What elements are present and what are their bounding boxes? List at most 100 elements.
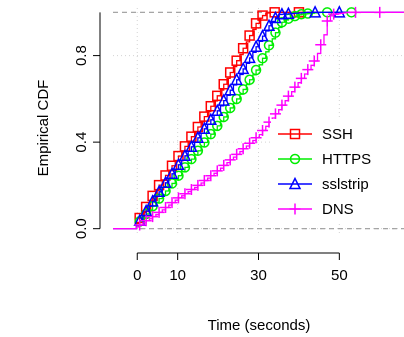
plus-marker: [308, 55, 320, 67]
circle-marker: [186, 153, 197, 165]
triangle-marker: [223, 83, 237, 96]
square-marker: [224, 67, 236, 78]
circle-marker: [218, 111, 229, 123]
triangle-marker: [165, 166, 179, 180]
triangle-marker: [217, 93, 230, 106]
plus-marker: [295, 72, 307, 84]
plus-marker: [269, 108, 281, 120]
triangle-marker: [256, 28, 269, 42]
plus-marker: [282, 90, 294, 102]
plus-marker: [140, 215, 152, 227]
square-marker: [160, 170, 171, 181]
triangle-marker: [288, 176, 302, 190]
plus-marker: [147, 211, 159, 223]
plus-marker: [205, 170, 217, 182]
circle-marker: [289, 10, 301, 22]
triangle-marker: [159, 175, 172, 189]
y-axis-title: Empirical CDF: [35, 80, 52, 177]
x-tick-label: 10: [169, 267, 186, 284]
triangle-marker: [333, 5, 346, 18]
square-marker: [231, 55, 242, 66]
x-tick-label: 30: [250, 267, 267, 284]
triangle-marker: [185, 139, 198, 153]
square-marker: [153, 179, 165, 191]
square-marker: [269, 7, 280, 18]
y-tick-label: 0.4: [73, 132, 90, 153]
circle-marker: [289, 153, 301, 165]
triangle-marker: [178, 148, 192, 162]
plus-marker: [192, 179, 204, 191]
plus-marker: [250, 132, 262, 144]
square-marker: [257, 10, 268, 21]
circle-marker: [179, 162, 191, 173]
plus-marker: [160, 201, 172, 213]
plus-marker: [328, 8, 340, 20]
plus-marker: [321, 15, 333, 27]
plus-marker: [350, 6, 361, 18]
circle-marker: [296, 8, 307, 20]
legend-box: [271, 119, 404, 223]
square-marker: [250, 18, 262, 29]
plus-marker: [172, 192, 184, 204]
series-sslstrip: [113, 5, 404, 230]
circle-marker: [244, 74, 255, 85]
triangle-marker: [262, 18, 276, 31]
plus-marker: [315, 39, 327, 51]
square-marker: [218, 78, 229, 90]
triangle-marker: [204, 112, 218, 126]
triangle-marker: [275, 7, 289, 20]
triangle-marker: [236, 61, 250, 75]
plus-marker: [224, 154, 236, 166]
circle-marker: [250, 64, 262, 76]
circle-marker: [173, 170, 184, 181]
triangle-marker: [146, 194, 159, 207]
plus-marker: [276, 99, 288, 111]
series-dns: [113, 6, 404, 231]
triangle-marker: [249, 39, 263, 53]
plus-marker: [257, 124, 269, 136]
axes: 0 10 30 50 0.0 0.4 0.8: [73, 12, 348, 284]
plus-marker: [198, 175, 210, 187]
plus-marker: [237, 143, 249, 155]
triangle-marker: [211, 103, 224, 117]
square-marker: [237, 42, 249, 54]
legend-label: sslstrip: [322, 176, 369, 193]
legend-label: DNS: [322, 201, 354, 218]
x-tick-label: 0: [133, 267, 141, 284]
square-marker: [212, 90, 223, 102]
plus-marker: [185, 184, 197, 196]
circle-marker: [237, 84, 249, 95]
triangle-marker: [243, 50, 256, 64]
square-marker: [289, 128, 301, 140]
triangle-marker: [308, 5, 322, 18]
triangle-marker: [191, 130, 205, 144]
plus-marker: [289, 203, 301, 215]
triangle-marker: [152, 184, 166, 198]
triangle-marker: [282, 6, 295, 19]
triangle-marker: [230, 72, 243, 86]
circle-marker: [231, 93, 242, 105]
x-axis-title: Time (seconds): [208, 317, 311, 334]
plus-marker: [374, 6, 386, 18]
plus-marker: [134, 219, 146, 231]
circle-marker: [270, 27, 281, 38]
plus-marker: [302, 64, 314, 76]
circle-marker: [263, 40, 275, 51]
plus-marker: [231, 148, 243, 160]
triangle-marker: [172, 157, 185, 171]
plus-marker: [218, 159, 230, 171]
legend-label: HTTPS: [322, 151, 371, 168]
square-marker: [166, 160, 178, 172]
circle-marker: [257, 53, 268, 64]
circle-marker: [224, 102, 236, 114]
series-group: [113, 5, 404, 231]
plus-marker: [244, 137, 256, 149]
legend-label: SSH: [322, 126, 353, 143]
square-marker: [205, 100, 217, 112]
circle-marker: [212, 120, 223, 132]
plus-marker: [153, 206, 165, 218]
x-tick-label: 50: [331, 267, 348, 284]
square-marker: [244, 30, 255, 41]
y-tick-label: 0.8: [73, 45, 90, 66]
